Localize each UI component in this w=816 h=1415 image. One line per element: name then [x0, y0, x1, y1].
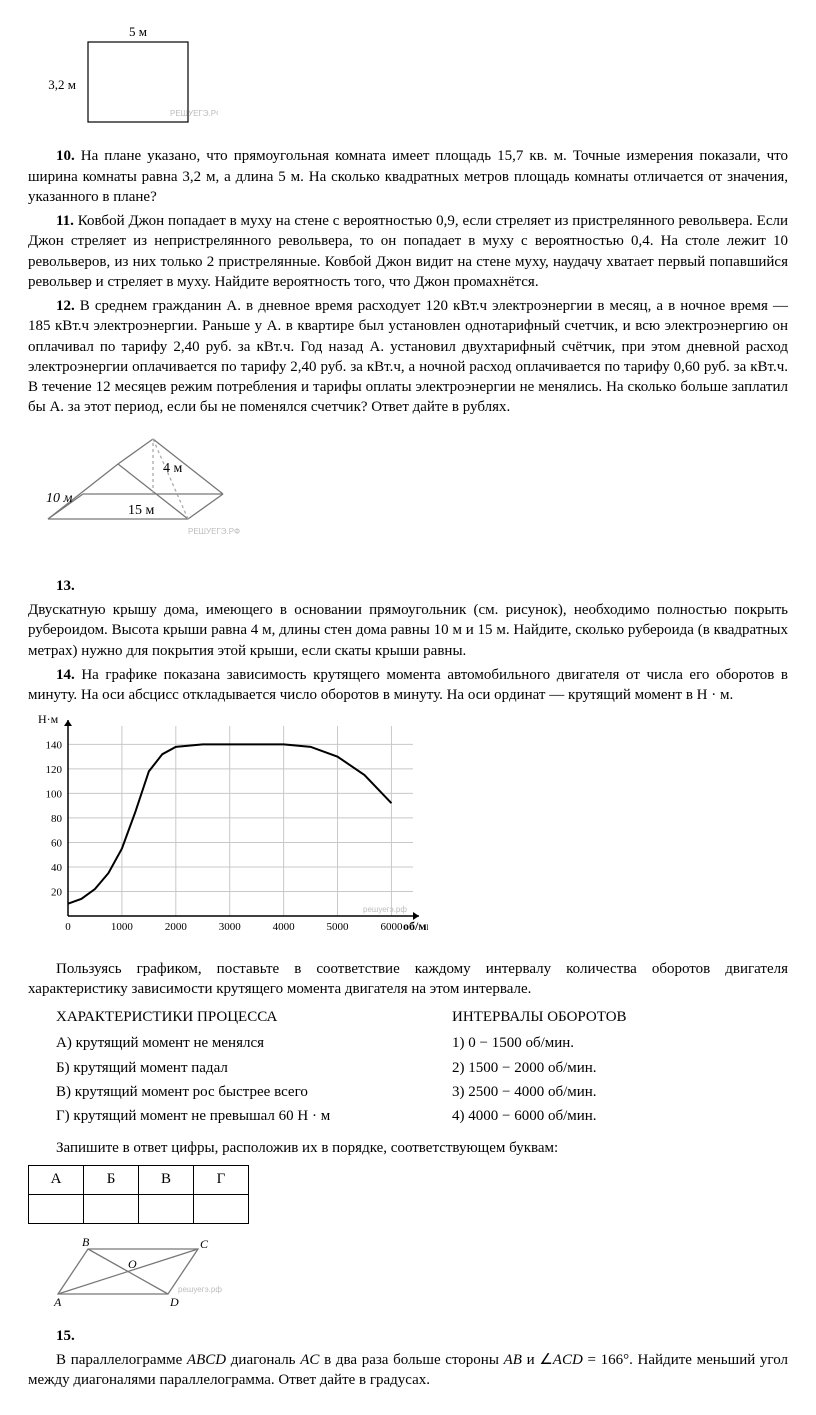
svg-text:0: 0	[65, 921, 71, 933]
svg-text:Н·м: Н·м	[38, 712, 59, 726]
answer-table: АБВГ	[28, 1165, 249, 1224]
svg-text:решуегэ.рф: решуегэ.рф	[178, 1285, 222, 1294]
svg-text:об/мин: об/мин	[403, 919, 428, 933]
svg-text:A: A	[53, 1295, 62, 1309]
characteristic-item: В) крутящий момент рос быстрее всего	[56, 1082, 392, 1102]
p13-roof-h: 4 м	[163, 461, 183, 476]
p11-text: 11. Ковбой Джон попадает в муху на стене…	[28, 211, 788, 292]
interval-item: 2) 1500 − 2000 об/мин.	[452, 1058, 788, 1078]
p14-columns: ХАРАКТЕРИСТИКИ ПРОЦЕССА А) крутящий моме…	[56, 1007, 788, 1130]
watermark: РЕШУЕГЭ.РФ	[188, 527, 240, 536]
svg-text:C: C	[200, 1237, 209, 1251]
interval-item: 4) 4000 − 6000 об/мин.	[452, 1106, 788, 1126]
p14-chart: 0 1000 2000 3000 4000 5000 6000 20 40 60 80 100 120 1…	[28, 711, 788, 952]
answer-header: В	[139, 1165, 194, 1194]
p10-height-label: 3,2 м	[48, 77, 76, 92]
p10-text: 10. На плане указано, что прямоугольная …	[28, 146, 788, 207]
svg-text:1000: 1000	[111, 921, 134, 933]
answer-cell[interactable]	[194, 1194, 249, 1223]
svg-text:6000: 6000	[380, 921, 403, 933]
interval-item: 1) 0 − 1500 об/мин.	[452, 1033, 788, 1053]
p11-num: 11.	[56, 213, 74, 229]
answer-cell[interactable]	[84, 1194, 139, 1223]
svg-text:100: 100	[46, 789, 63, 801]
answer-header: Г	[194, 1165, 249, 1194]
p10-width-label: 5 м	[129, 24, 147, 39]
p10-num: 10.	[56, 148, 75, 164]
svg-text:80: 80	[51, 813, 63, 825]
p13-length: 15 м	[128, 503, 155, 518]
p12-text: 12. В среднем гражданин А. в дневное вре…	[28, 296, 788, 418]
characteristic-item: Б) крутящий момент падал	[56, 1058, 392, 1078]
p14-intro: 14. На графике показана зависимость крут…	[28, 665, 788, 706]
svg-text:2000: 2000	[165, 921, 188, 933]
p15-figure: A B C D O решуегэ.рф	[28, 1234, 788, 1320]
p13-depth: 10 м	[46, 491, 73, 506]
svg-text:решуегэ.рф: решуегэ.рф	[363, 905, 407, 914]
answer-header: А	[29, 1165, 84, 1194]
svg-text:5000: 5000	[327, 921, 350, 933]
svg-text:60: 60	[51, 838, 63, 850]
svg-text:O: O	[128, 1257, 137, 1271]
watermark: РЕШУЕГЭ.РФ	[170, 109, 218, 118]
svg-text:4000: 4000	[273, 921, 296, 933]
svg-text:D: D	[169, 1295, 179, 1309]
answer-cell[interactable]	[29, 1194, 84, 1223]
svg-text:140: 140	[46, 740, 63, 752]
svg-text:40: 40	[51, 862, 63, 874]
p14-mid: Пользуясь графиком, поставьте в соответс…	[28, 959, 788, 1000]
p12-num: 12.	[56, 298, 75, 314]
p13-num-line: 13.	[28, 576, 788, 596]
answer-header: Б	[84, 1165, 139, 1194]
interval-item: 3) 2500 − 4000 об/мин.	[452, 1082, 788, 1102]
svg-text:B: B	[82, 1235, 90, 1249]
svg-text:120: 120	[46, 764, 63, 776]
svg-text:20: 20	[51, 887, 63, 899]
p15-text: В параллелограмме ABCD диагональ AC в дв…	[28, 1350, 788, 1391]
characteristic-item: А) крутящий момент не менялся	[56, 1033, 392, 1053]
answer-cell[interactable]	[139, 1194, 194, 1223]
svg-text:3000: 3000	[219, 921, 242, 933]
characteristic-item: Г) крутящий момент не превышал 60 Н · м	[56, 1106, 392, 1126]
p13-figure: 4 м 10 м 15 м РЕШУЕГЭ.РФ	[28, 424, 788, 570]
p10-figure: 5 м 3,2 м РЕШУЕГЭ.РФ	[28, 24, 788, 140]
p13-text: Двускатную крышу дома, имеющего в основа…	[28, 600, 788, 661]
p14-answer-prompt: Запишите в ответ цифры, расположив их в …	[28, 1138, 788, 1158]
p15-num-line: 15.	[28, 1326, 788, 1346]
p14-right-title: ИНТЕРВАЛЫ ОБОРОТОВ	[452, 1007, 788, 1027]
p14-left-title: ХАРАКТЕРИСТИКИ ПРОЦЕССА	[56, 1007, 392, 1027]
